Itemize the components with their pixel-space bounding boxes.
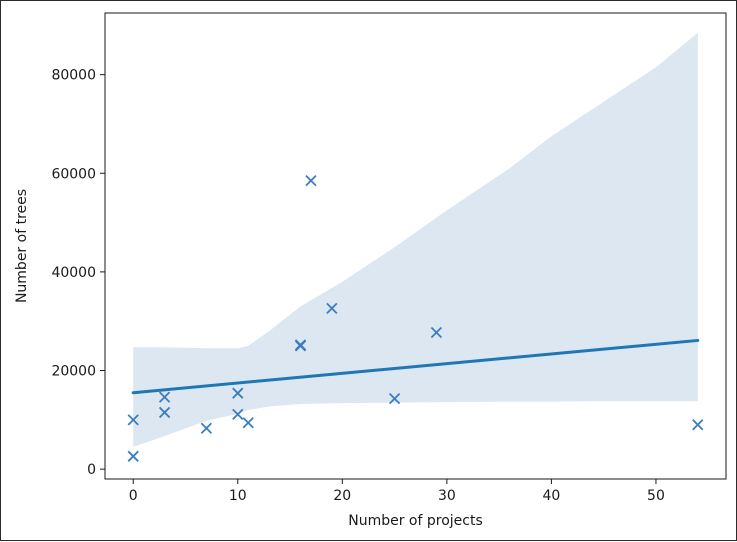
data-point-1 [127,450,139,462]
data-point-14 [692,419,704,431]
regression-line-layer [131,338,700,395]
confidence-band [133,32,698,447]
data-point-9 [294,339,307,351]
data-point-13 [430,326,443,339]
x-axis-label: Number of projects [348,513,483,529]
data-point-6 [232,408,244,421]
x-tick-label: 30 [438,488,456,504]
y-tick-label: 80000 [51,68,96,84]
y-tick-label: 40000 [51,265,96,281]
x-tick-label: 10 [229,488,247,504]
data-point-12 [388,392,401,405]
x-tick-label: 50 [647,488,665,504]
x-tick-label: 20 [333,488,351,504]
x-tick-label: 40 [542,488,560,504]
x-axis-ticks: 0 10 20 30 40 50 [129,479,665,504]
data-point-4 [200,422,213,434]
data-point-2 [158,391,171,403]
scatter-points-layer [127,175,704,462]
regression-line [131,338,700,395]
data-point-5 [232,387,244,399]
y-tick-label: 20000 [51,364,96,380]
confidence-band-layer [133,32,698,447]
y-axis-ticks: 0 20000 40000 60000 80000 [51,68,105,478]
data-point-11 [326,302,338,315]
data-point-0 [127,414,139,426]
y-tick-label: 0 [87,462,96,478]
plot-area-border [104,12,727,480]
data-point-7 [242,417,254,429]
y-tick-label: 60000 [51,166,96,182]
axes [104,12,727,480]
x-tick-label: 0 [129,488,138,504]
y-axis-label: Number of trees [14,189,30,303]
data-point-3 [158,406,171,419]
data-point-10 [305,175,317,187]
